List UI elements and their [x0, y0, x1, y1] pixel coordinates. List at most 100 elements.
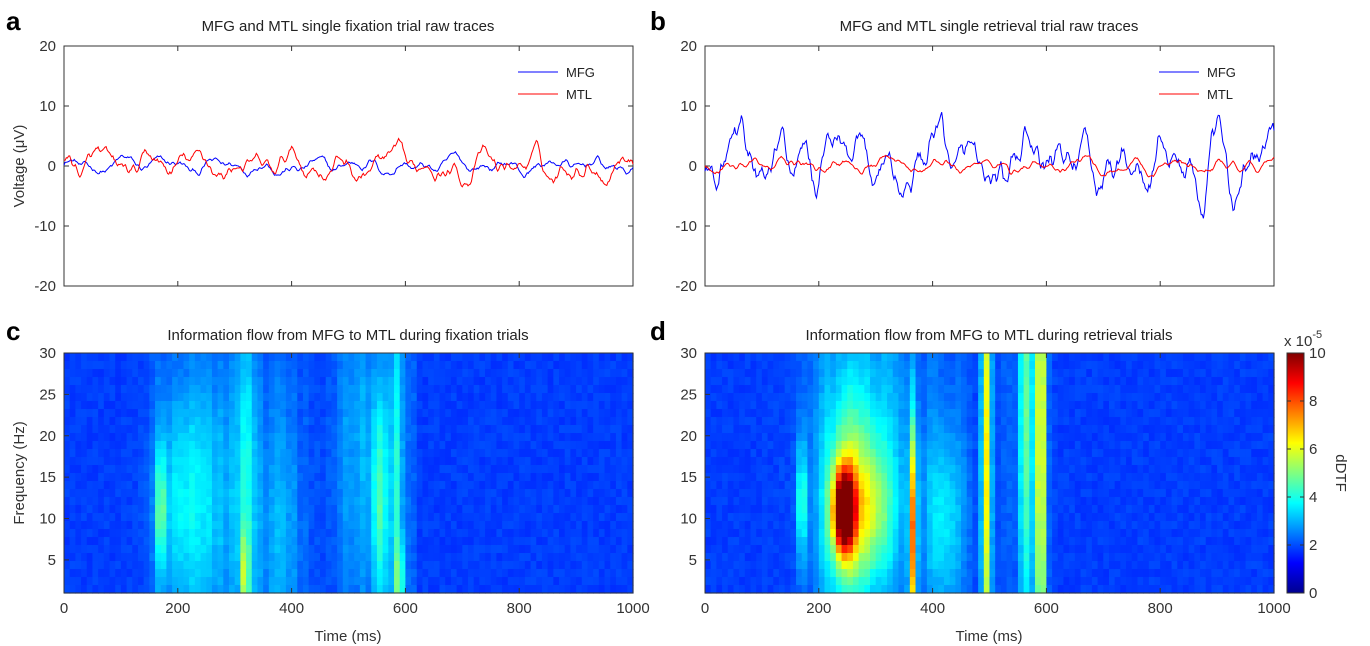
heatmap-cell	[371, 585, 378, 594]
heatmap-cell	[445, 401, 452, 410]
heatmap-cell	[103, 401, 111, 410]
heatmap-cell	[502, 433, 509, 442]
heatmap-cell	[716, 401, 723, 410]
heatmap-cell	[898, 537, 905, 546]
heatmap-cell	[342, 425, 350, 434]
heatmap-cell	[813, 529, 820, 538]
heatmap-cell	[813, 465, 820, 474]
heatmap-cell	[710, 377, 717, 386]
heatmap-cell	[841, 473, 848, 482]
heatmap-cell	[155, 377, 162, 386]
heatmap-cell	[915, 569, 922, 578]
heatmap-cell	[750, 497, 757, 506]
heatmap-cell	[790, 353, 797, 362]
heatmap-cell	[1023, 537, 1030, 546]
heatmap-cell	[604, 521, 611, 530]
heatmap-cell	[416, 529, 424, 538]
heatmap-cell	[983, 545, 991, 554]
heatmap-cell	[376, 433, 384, 442]
heatmap-cell	[892, 449, 900, 458]
heatmap-cell	[75, 433, 82, 442]
heatmap-cell	[1017, 521, 1025, 530]
heatmap-cell	[995, 569, 1002, 578]
heatmap-cell	[217, 569, 224, 578]
heatmap-cell	[291, 417, 298, 426]
heatmap-cell	[570, 489, 577, 498]
heatmap-cell	[200, 353, 207, 362]
heatmap-cell	[536, 433, 543, 442]
heatmap-cell	[796, 537, 803, 546]
heatmap-cell	[824, 481, 831, 490]
heatmap-cell	[86, 473, 94, 482]
heatmap-cell	[978, 569, 985, 578]
heatmap-cell	[229, 497, 236, 506]
heatmap-cell	[109, 353, 116, 362]
heatmap-cell	[915, 505, 922, 514]
heatmap-cell	[875, 441, 882, 450]
heatmap-cell	[445, 545, 452, 554]
heatmap-cell	[615, 505, 623, 514]
heatmap-cell	[155, 465, 162, 474]
heatmap-cell	[767, 465, 774, 474]
heatmap-cell	[961, 545, 968, 554]
heatmap-cell	[587, 361, 594, 370]
heatmap-cell	[126, 361, 133, 370]
heatmap-cell	[870, 497, 877, 506]
heatmap-cell	[790, 553, 797, 562]
heatmap-cell	[177, 489, 185, 498]
heatmap-cell	[807, 401, 814, 410]
heatmap-cell	[587, 369, 594, 378]
heatmap-cell	[422, 537, 429, 546]
heatmap-cell	[955, 473, 962, 482]
heatmap-cell	[564, 513, 572, 522]
heatmap-cell	[926, 561, 934, 570]
heatmap-cell	[875, 537, 882, 546]
heatmap-cell	[507, 361, 515, 370]
heatmap-cell	[926, 497, 934, 506]
heatmap-cell	[564, 505, 572, 514]
heatmap-cell	[445, 577, 452, 586]
heatmap-cell	[308, 425, 315, 434]
heatmap-cell	[177, 513, 185, 522]
heatmap-cell	[530, 473, 537, 482]
heatmap-cell	[405, 553, 412, 562]
heatmap-cell	[428, 577, 435, 586]
heatmap-cell	[807, 449, 814, 458]
heatmap-cell	[750, 489, 757, 498]
heatmap-cell	[371, 553, 378, 562]
heatmap-cell	[251, 577, 259, 586]
heatmap-cell	[921, 497, 928, 506]
heatmap-cell	[229, 569, 236, 578]
heatmap-cell	[1035, 401, 1042, 410]
heatmap-cell	[462, 473, 469, 482]
heatmap-cell	[559, 433, 566, 442]
heatmap-cell	[744, 513, 752, 522]
heatmap-cell	[462, 529, 469, 538]
heatmap-cell	[807, 417, 814, 426]
heatmap-cell	[1052, 561, 1059, 570]
heatmap-cell	[274, 361, 281, 370]
heatmap-cell	[841, 449, 848, 458]
heatmap-cell	[756, 377, 763, 386]
heatmap-cell	[909, 385, 917, 394]
heatmap-cell	[576, 377, 583, 386]
heatmap-cell	[1012, 585, 1019, 594]
heatmap-cell	[456, 585, 463, 594]
heatmap-cell	[898, 497, 905, 506]
heatmap-cell	[69, 425, 76, 434]
heatmap-cell	[604, 353, 611, 362]
heatmap-cell	[177, 417, 185, 426]
heatmap-cell	[382, 449, 389, 458]
heatmap-cell	[211, 513, 219, 522]
heatmap-cell	[778, 585, 786, 594]
heatmap-cell	[229, 505, 236, 514]
heatmap-cell	[593, 561, 600, 570]
heatmap-cell	[109, 465, 116, 474]
heatmap-cell	[86, 561, 94, 570]
heatmap-cell	[813, 513, 820, 522]
heatmap-cell	[1023, 545, 1030, 554]
heatmap-cell	[1023, 457, 1030, 466]
heatmap-cell	[382, 393, 389, 402]
heatmap-cell	[744, 433, 752, 442]
heatmap-cell	[189, 361, 196, 370]
